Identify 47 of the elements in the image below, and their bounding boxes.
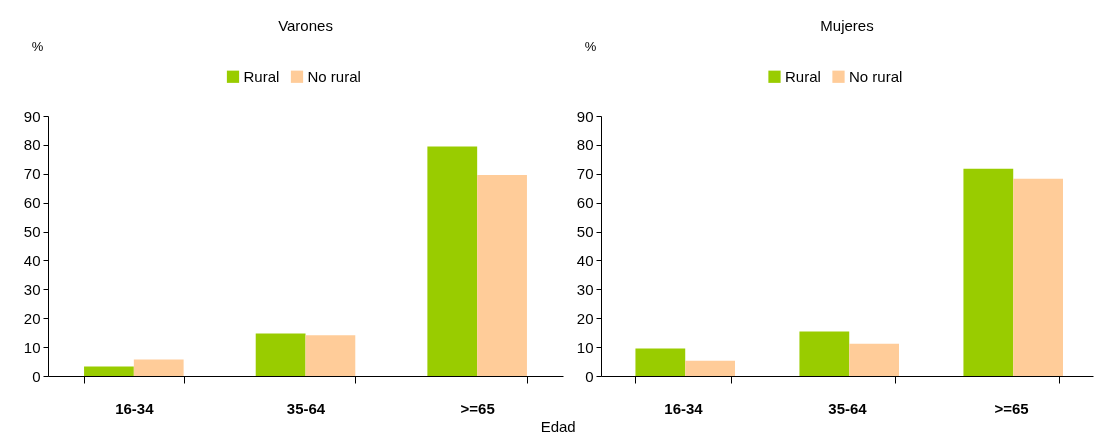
- y-tick-label: 10: [23, 338, 41, 356]
- bar: [963, 168, 1014, 376]
- y-axis-title: %: [584, 38, 597, 54]
- y-tick-label: 70: [23, 165, 41, 183]
- y-tick-label: 60: [23, 194, 41, 212]
- y-tick-label: 30: [23, 280, 41, 298]
- bar: [849, 343, 900, 376]
- y-tick-label: 90: [576, 107, 594, 125]
- bar: [84, 366, 134, 376]
- y-tick-label: 70: [576, 165, 594, 183]
- y-tick-label: 20: [576, 309, 594, 327]
- y-tick-label: 20: [23, 309, 41, 327]
- y-tick-label: 80: [576, 136, 594, 154]
- y-tick-label: 50: [23, 223, 41, 241]
- bar: [427, 146, 478, 376]
- x-axis-title: Edad: [540, 418, 576, 435]
- y-tick-label: 60: [576, 194, 594, 212]
- y-axis-title: %: [31, 38, 44, 54]
- legend-label: Rural: [243, 67, 280, 85]
- bar: [685, 360, 736, 376]
- bar: [133, 359, 184, 376]
- bar: [305, 335, 356, 376]
- chart-title: Mujeres: [820, 17, 874, 34]
- y-tick-label: 90: [23, 107, 41, 125]
- legend-label: No rural: [849, 67, 903, 85]
- y-tick-label: 40: [576, 251, 594, 269]
- bar: [635, 348, 686, 376]
- bar: [799, 331, 850, 376]
- x-tick-label: >=65: [994, 399, 1029, 417]
- x-tick-label: 16-34: [115, 399, 155, 417]
- x-tick-label: >=65: [460, 399, 495, 417]
- x-tick-label: 35-64: [286, 399, 326, 417]
- x-tick-label: 16-34: [664, 399, 704, 417]
- legend-label: Rural: [785, 67, 821, 85]
- y-tick-label: 80: [23, 136, 41, 154]
- bar: [477, 174, 527, 376]
- y-tick-label: 0: [585, 367, 594, 385]
- y-tick-label: 50: [576, 223, 594, 241]
- y-tick-label: 30: [576, 280, 594, 298]
- bar: [255, 333, 306, 376]
- bar: [1013, 178, 1064, 376]
- chart-title: Varones: [278, 17, 333, 34]
- y-tick-label: 10: [576, 338, 594, 356]
- legend-label: No rural: [307, 67, 361, 85]
- x-tick-label: 35-64: [828, 399, 868, 417]
- y-tick-label: 0: [32, 367, 41, 385]
- y-tick-label: 40: [23, 251, 41, 269]
